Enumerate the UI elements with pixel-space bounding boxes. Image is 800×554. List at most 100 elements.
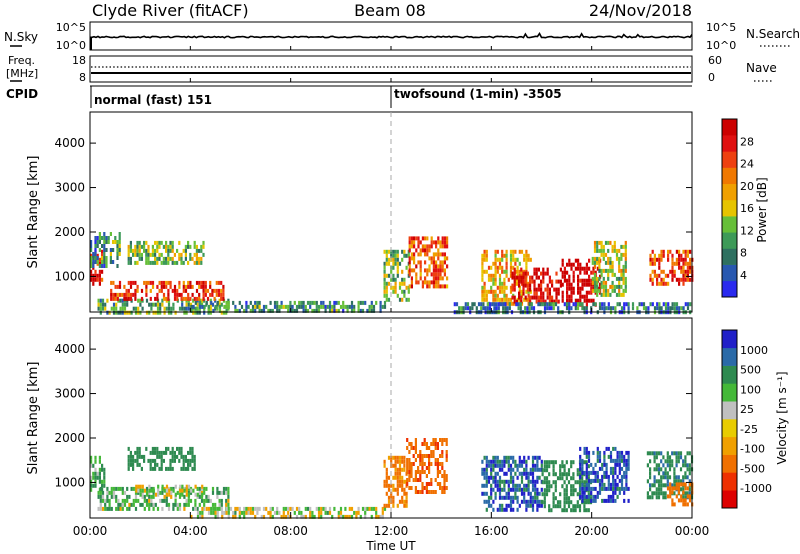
heatmap-cell (600, 248, 603, 253)
heatmap-cell (357, 308, 360, 313)
heatmap-cell (543, 460, 546, 465)
heatmap-cell (383, 483, 386, 488)
heatmap-cell (359, 300, 362, 305)
heatmap-cell (443, 438, 446, 442)
heatmap-cell (658, 261, 661, 266)
heatmap-cell (434, 458, 437, 462)
heatmap-cell (326, 304, 329, 309)
heatmap-cell (159, 498, 162, 503)
heatmap-cell (507, 467, 510, 472)
heatmap-cell (396, 491, 399, 496)
heatmap-cell (262, 308, 266, 313)
heatmap-cell (169, 458, 172, 463)
heatmap-cell (483, 269, 486, 274)
heatmap-cell (121, 498, 124, 503)
heatmap-cell (167, 248, 170, 253)
heatmap-cell (605, 470, 608, 475)
heatmap-cell (686, 463, 689, 468)
heatmap-cell (591, 260, 594, 265)
heatmap-cell (324, 308, 327, 313)
heatmap-cell (282, 510, 285, 515)
heatmap-cell (421, 284, 424, 289)
x-tick-label: 16:00 (474, 524, 509, 538)
heatmap-cell (677, 479, 680, 484)
heatmap-cell (430, 454, 433, 458)
heatmap-cell (585, 306, 588, 311)
heatmap-cell (563, 508, 566, 513)
heatmap-cell (546, 306, 549, 311)
heatmap-cell (96, 277, 99, 282)
heatmap-cell (114, 292, 117, 297)
heatmap-cell (300, 514, 303, 519)
heatmap-cell (223, 510, 226, 515)
heatmap-cell (432, 264, 435, 269)
heatmap-cell (90, 264, 93, 268)
heatmap-cell (529, 275, 532, 280)
velocity-colorbar-swatch (722, 472, 737, 491)
heatmap-cell (410, 446, 413, 450)
heatmap-cell (596, 292, 599, 297)
heatmap-cell (129, 240, 132, 245)
heatmap-cell (607, 302, 610, 307)
heatmap-cell (552, 496, 555, 501)
heatmap-cell (596, 458, 599, 463)
heatmap-cell (579, 482, 582, 487)
heatmap-cell (200, 260, 203, 265)
heatmap-cell (684, 482, 687, 487)
heatmap-cell (490, 273, 493, 278)
heatmap-cell (651, 483, 654, 488)
heatmap-cell (198, 310, 201, 315)
heatmap-cell (604, 260, 608, 265)
heatmap-cell (609, 450, 613, 455)
heatmap-cell (548, 299, 551, 304)
heatmap-cell (581, 294, 584, 299)
heatmap-cell (540, 463, 543, 468)
heatmap-cell (185, 310, 188, 315)
heatmap-cell (664, 475, 667, 480)
heatmap-cell (570, 290, 573, 295)
heatmap-cell (381, 510, 384, 515)
heatmap-cell (138, 462, 141, 467)
heatmap-cell (346, 304, 349, 309)
heatmap-cell (249, 506, 252, 511)
heatmap-cell (176, 502, 179, 507)
heatmap-cell (214, 510, 217, 515)
heatmap-cell (410, 280, 413, 285)
heatmap-cell (414, 474, 417, 478)
heatmap-cell (191, 450, 194, 455)
heatmap-cell (184, 284, 188, 289)
heatmap-cell (548, 275, 551, 280)
heatmap-cell (534, 491, 537, 496)
heatmap-cell (103, 264, 106, 268)
heatmap-cell (550, 484, 553, 489)
heatmap-cell (125, 296, 128, 301)
heatmap-cell (158, 256, 161, 261)
heatmap-cell (419, 458, 422, 462)
heatmap-cell (101, 253, 104, 258)
heatmap-cell (592, 478, 595, 483)
heatmap-cell (193, 462, 196, 467)
heatmap-cell (485, 479, 488, 484)
heatmap-cell (90, 244, 93, 248)
heatmap-cell (653, 475, 656, 480)
heatmap-cell (501, 249, 504, 254)
heatmap-cell (204, 288, 207, 293)
heatmap-cell (523, 257, 526, 262)
heatmap-cell (443, 482, 446, 486)
heatmap-cell (688, 482, 692, 487)
heatmap-cell (141, 306, 144, 311)
heatmap-cell (503, 269, 506, 274)
heatmap-cell (666, 483, 669, 488)
heatmap-cell (406, 470, 409, 474)
heatmap-cell (222, 284, 225, 289)
heatmap-cell (686, 253, 689, 258)
heatmap-cell (494, 463, 497, 468)
heatmap-cell (291, 304, 294, 309)
heatmap-cell (92, 483, 95, 488)
heatmap-cell (673, 486, 676, 491)
heatmap-cell (282, 514, 285, 519)
heatmap-cell (435, 280, 438, 285)
heatmap-cell (98, 467, 101, 472)
heatmap-cell (96, 475, 99, 480)
heatmap-cell (170, 310, 173, 315)
